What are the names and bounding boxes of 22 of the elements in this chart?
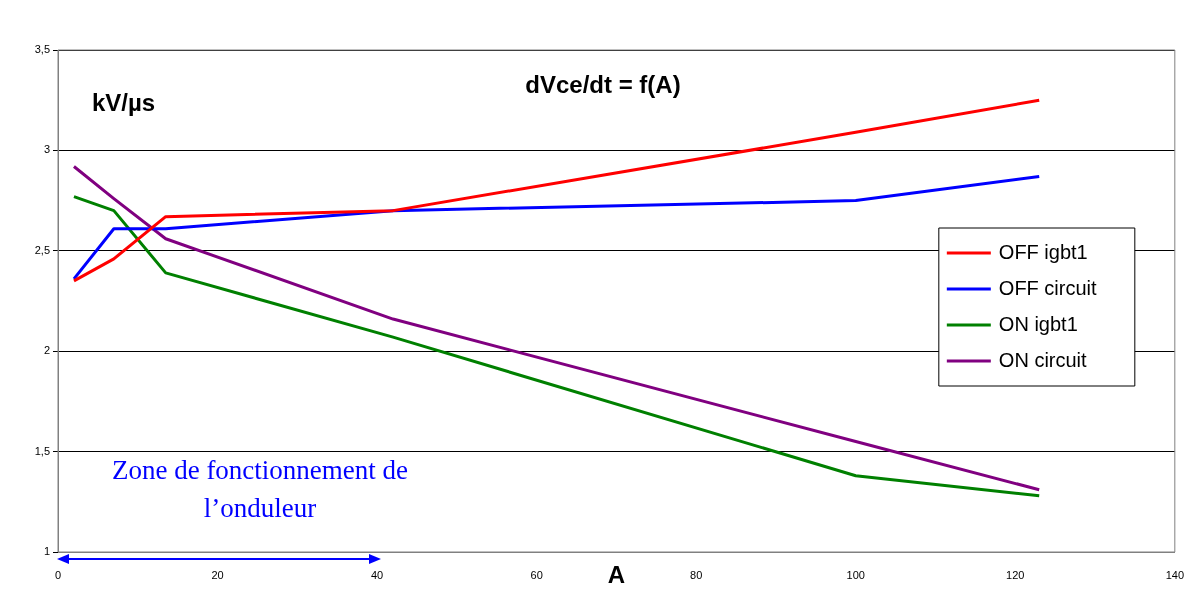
x-tick-label: 140 [1165,568,1184,581]
x-tick-label: 40 [370,568,384,581]
x-tick-label: 20 [211,568,224,581]
text: dVce/dt = f(A) [525,70,681,98]
y-tick-label: 1 [43,545,50,558]
x-axis-title: A [607,560,626,588]
y-tick-label: 2,5 [34,243,50,256]
x-tick-label: 100 [846,568,865,581]
legend-label: ON circuit [998,348,1088,371]
annotation: Zone de fonctionnement de l’onduleur [111,455,409,524]
y-tick-label: 1,5 [34,444,50,457]
x-tick-label: 120 [1006,568,1025,581]
x-tick-label: 60 [530,568,543,581]
y-axis-title: kV/µs [92,88,156,116]
x-tick-label: 80 [690,568,703,581]
y-tick-label: 2 [43,344,50,357]
y-tick-label: 3,5 [34,43,50,56]
x-tick-label: 0 [54,568,62,581]
legend-label: OFF igbt1 [998,240,1088,263]
legend-label: ON igbt1 [998,312,1078,335]
legend-label: OFF circuit [998,276,1098,299]
y-tick-label: 3 [43,143,50,156]
